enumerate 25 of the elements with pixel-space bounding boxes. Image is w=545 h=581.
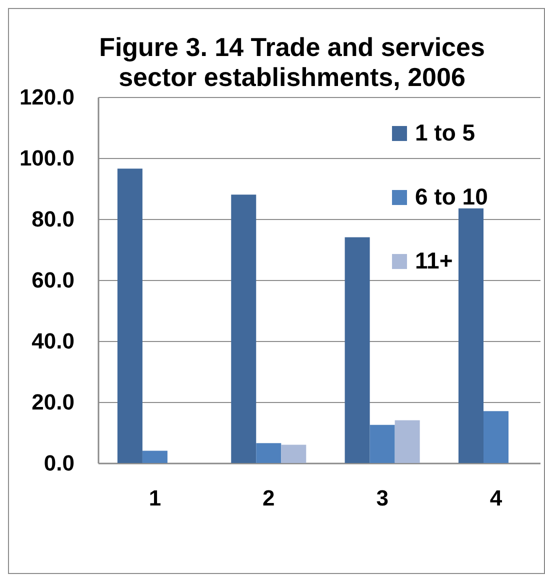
y-tick-label: 20.0 bbox=[32, 390, 74, 414]
bar bbox=[484, 411, 509, 463]
legend-label: 11+ bbox=[415, 248, 453, 274]
bar bbox=[394, 420, 420, 463]
bar bbox=[458, 208, 484, 463]
x-tick-label: 3 bbox=[376, 486, 388, 510]
legend-label: 1 to 5 bbox=[415, 120, 476, 146]
y-tick-label: 100.0 bbox=[19, 146, 74, 170]
y-tick-label: 40.0 bbox=[32, 328, 74, 354]
bar bbox=[231, 194, 256, 463]
bar bbox=[142, 450, 168, 463]
bar bbox=[281, 444, 306, 463]
chart-title: Figure 3. 14 Trade and services sector establishments, 2006 bbox=[99, 32, 485, 92]
y-tick-label: 60.0 bbox=[32, 268, 74, 292]
x-tick-label: 1 bbox=[148, 486, 162, 510]
bar bbox=[256, 443, 282, 463]
y-tick-label: 120.0 bbox=[19, 84, 74, 110]
y-tick-label: 80.0 bbox=[32, 206, 74, 232]
legend-label: 6 to 10 bbox=[415, 184, 488, 210]
x-tick-label: 2 bbox=[262, 486, 275, 510]
bar bbox=[344, 237, 370, 463]
x-tick-label: 4 bbox=[490, 486, 503, 510]
bar bbox=[117, 168, 142, 463]
bar bbox=[370, 424, 395, 463]
y-tick-label: 0.0 bbox=[44, 450, 74, 476]
